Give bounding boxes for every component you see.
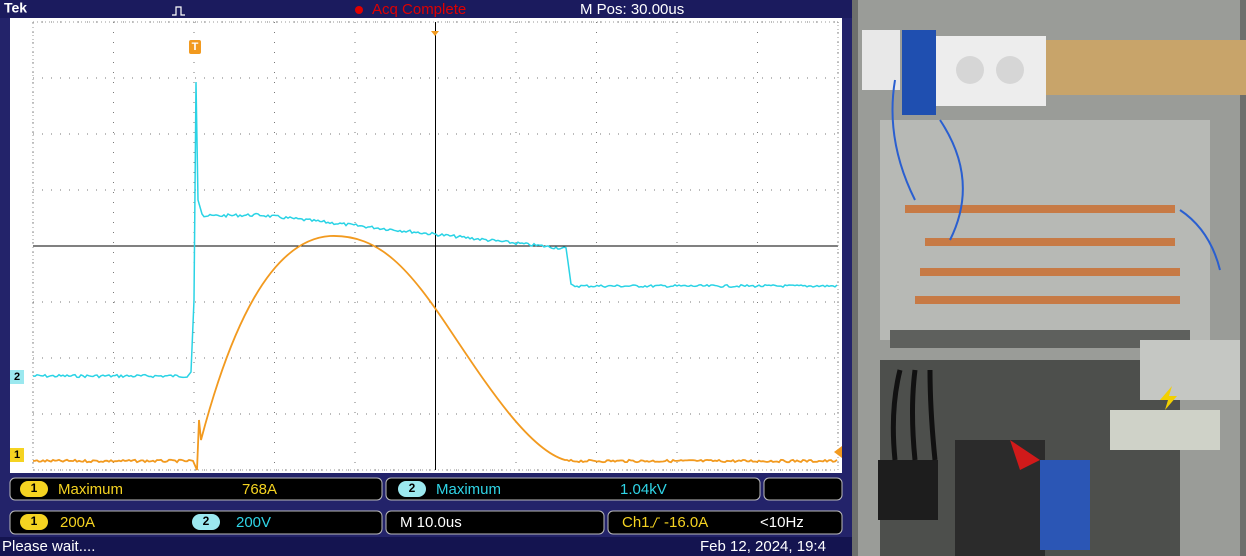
position-marker [431, 31, 439, 36]
m-pos: M Pos: 30.00us [580, 1, 684, 18]
ch2-marker-label: 2 [14, 371, 20, 383]
cabinet-photo [852, 0, 1246, 556]
trigger-slope [650, 517, 660, 528]
grid-border [32, 21, 839, 471]
meas2-value: 1.04kV [620, 481, 667, 498]
meas-box-1 [9, 477, 383, 501]
ch2-channel: 2 [203, 514, 210, 528]
meas1-channel: 1 [31, 481, 38, 495]
meas1-value: 768A [242, 481, 277, 498]
graticule [32, 21, 839, 471]
ch1-badge [20, 481, 48, 497]
status-bar [0, 537, 852, 556]
meas-box-2 [385, 477, 761, 501]
trigger-source: Ch1 [622, 514, 650, 531]
trigger-box [607, 510, 843, 535]
timebase: M 10.0us [400, 514, 462, 531]
trigger-icon [172, 6, 185, 16]
ch1-marker [10, 448, 24, 462]
brand: Tek [4, 0, 27, 16]
meas-box-3 [763, 477, 843, 501]
trigger-level-marker [834, 446, 842, 458]
meas2-label: Maximum [436, 481, 501, 498]
date-time: Feb 12, 2024, 19:4 [700, 538, 826, 555]
ch1-channel: 1 [31, 514, 38, 528]
acq-status: Acq Complete [372, 1, 466, 18]
ch1-scale-badge [20, 514, 48, 530]
ch1-scale: 200A [60, 514, 95, 531]
meas2-channel: 2 [409, 481, 416, 495]
ch1-trace [32, 235, 838, 471]
top-bar [0, 0, 852, 18]
ch2-scale-badge [192, 514, 220, 530]
ch1-marker-label: 1 [14, 449, 20, 461]
timebase-box [385, 510, 605, 535]
trigger-marker-label: T [192, 41, 199, 53]
trigger-level: -16.0A [664, 514, 708, 531]
ch2-scale: 200V [236, 514, 271, 531]
waveforms [32, 81, 838, 471]
acq-dot [355, 6, 363, 14]
meas1-label: Maximum [58, 481, 123, 498]
ch2-trace [32, 81, 838, 379]
status-message: Please wait.... [2, 538, 95, 555]
trigger-marker [189, 40, 201, 54]
trigger-frequency: <10Hz [760, 514, 804, 531]
ch2-badge [398, 481, 426, 497]
ch2-marker [10, 370, 24, 384]
